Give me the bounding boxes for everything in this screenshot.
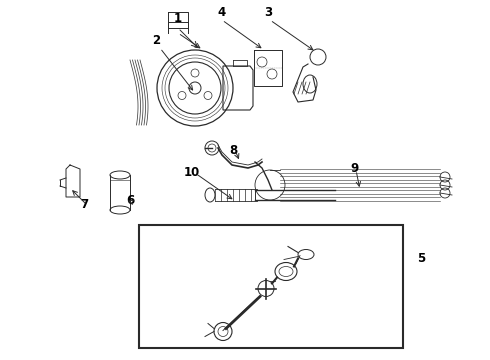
Text: 10: 10	[184, 166, 200, 179]
Text: 6: 6	[126, 194, 134, 207]
Text: 3: 3	[264, 5, 272, 18]
Text: 2: 2	[152, 33, 160, 46]
Text: 8: 8	[229, 144, 237, 157]
Bar	[139, 225, 403, 348]
Text: 1: 1	[174, 12, 182, 24]
Text: 9: 9	[350, 162, 358, 175]
Text: 7: 7	[80, 198, 88, 211]
Text: 4: 4	[218, 5, 226, 18]
Text: 5: 5	[417, 252, 425, 265]
